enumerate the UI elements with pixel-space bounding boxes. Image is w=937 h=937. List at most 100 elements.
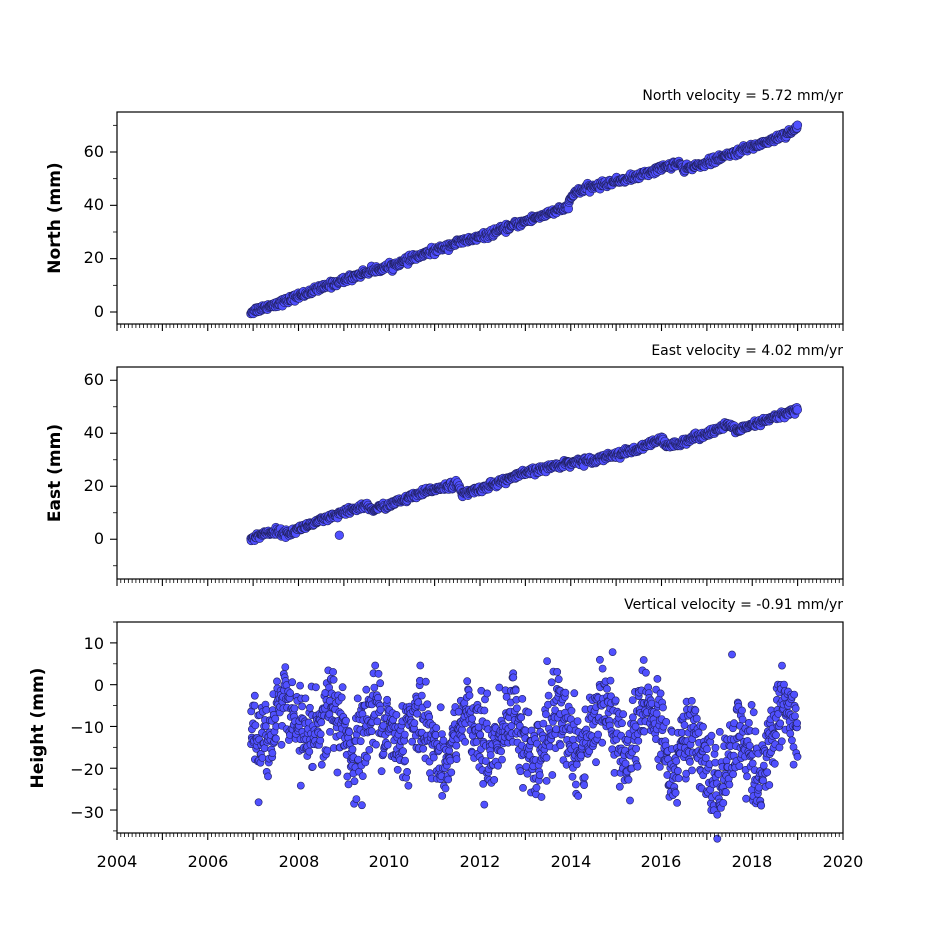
data-point: [509, 673, 518, 682]
data-point: [577, 751, 585, 760]
data-point: [342, 716, 350, 725]
data-point: [498, 755, 506, 764]
data-point: [413, 709, 422, 718]
data-point: [480, 800, 489, 809]
data-point: [729, 770, 737, 779]
north-y-ticks: 0 20 40 60: [84, 142, 104, 321]
data-point: [365, 746, 374, 754]
data-point: [791, 712, 799, 720]
data-point: [323, 746, 332, 755]
data-point: [271, 714, 280, 723]
data-point: [542, 777, 551, 785]
data-point: [606, 676, 615, 685]
north-y-tick-label: 40: [84, 195, 104, 214]
data-point: [789, 760, 798, 769]
data-point: [608, 648, 617, 656]
data-point: [572, 780, 580, 789]
data-point: [686, 758, 694, 766]
data-point: [290, 704, 299, 713]
data-point: [772, 731, 780, 740]
data-point: [383, 741, 392, 749]
data-point: [711, 743, 720, 752]
data-point: [519, 784, 527, 792]
data-point: [671, 788, 680, 797]
height-title: Vertical velocity = -0.91 mm/yr: [624, 597, 843, 613]
data-point: [376, 705, 385, 714]
data-point: [410, 719, 419, 727]
data-point: [788, 736, 796, 745]
data-point: [640, 727, 649, 736]
data-point: [447, 768, 456, 777]
data-point: [662, 718, 671, 726]
data-point: [472, 738, 481, 746]
data-point: [461, 738, 469, 746]
x-tick-label: 2008: [279, 852, 320, 871]
data-point: [296, 681, 304, 690]
data-point: [793, 719, 801, 728]
data-point: [438, 792, 447, 800]
data-point: [624, 775, 633, 784]
data-point: [353, 694, 362, 703]
data-point: [673, 799, 681, 807]
data-point: [404, 781, 413, 790]
data-point: [401, 756, 409, 765]
data-point: [281, 663, 290, 671]
data-point: [452, 741, 461, 750]
data-point: [626, 796, 634, 805]
north-title: North velocity = 5.72 mm/yr: [642, 88, 843, 104]
data-point: [776, 719, 785, 728]
data-point: [317, 760, 326, 769]
data-point: [452, 755, 461, 763]
data-point: [371, 661, 380, 670]
data-point: [400, 730, 409, 739]
data-point: [298, 702, 306, 711]
x-tick-label: 2010: [369, 852, 410, 871]
data-point: [633, 762, 642, 771]
north-panel: North velocity = 5.72 mm/yr 0 20 40 60 N…: [45, 88, 844, 331]
height-y-tick-label: −10: [70, 718, 104, 737]
data-point: [362, 685, 371, 694]
data-point: [273, 677, 281, 686]
data-point: [513, 704, 521, 713]
data-point: [598, 664, 607, 673]
height-y-tick-label: 0: [94, 676, 104, 695]
data-point: [687, 697, 696, 705]
data-point: [632, 744, 640, 753]
data-point: [765, 781, 774, 789]
height-x-ticks: 2004 2006 2008 2010 2012 2014 2016 2018 …: [97, 852, 864, 871]
data-point: [476, 730, 485, 739]
data-point: [393, 765, 402, 774]
data-point: [316, 736, 325, 745]
data-point: [532, 783, 541, 792]
data-point: [288, 678, 297, 687]
x-tick-label: 2018: [732, 852, 773, 871]
x-tick-label: 2014: [551, 852, 592, 871]
data-point: [552, 725, 561, 734]
data-point: [490, 776, 499, 784]
data-point: [542, 753, 551, 762]
data-point: [580, 781, 588, 789]
data-point: [738, 706, 746, 715]
data-point: [356, 737, 365, 746]
data-point: [713, 810, 722, 819]
data-point: [483, 689, 491, 698]
data-point: [678, 728, 686, 737]
data-point: [337, 693, 346, 702]
height-y-axis-label: Height (mm): [28, 668, 48, 789]
data-point: [777, 737, 786, 746]
data-point: [580, 773, 589, 782]
data-point: [759, 761, 768, 770]
data-point: [250, 701, 259, 710]
data-point: [352, 795, 361, 803]
data-point: [518, 695, 527, 703]
data-point: [715, 728, 724, 736]
data-point: [258, 754, 267, 762]
east-y-tick-label: 40: [84, 423, 104, 442]
data-point: [691, 706, 700, 715]
data-point: [659, 703, 667, 712]
data-point: [465, 691, 474, 700]
data-point: [296, 781, 305, 790]
east-y-tick-label: 20: [84, 476, 104, 495]
data-point: [524, 708, 533, 717]
